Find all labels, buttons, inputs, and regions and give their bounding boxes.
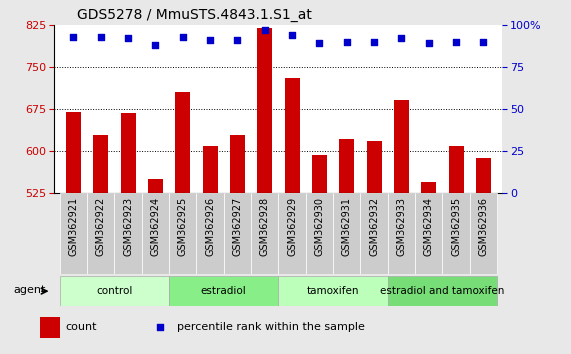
Bar bbox=[476, 158, 491, 193]
Text: GSM362925: GSM362925 bbox=[178, 197, 188, 256]
Bar bbox=[203, 147, 218, 193]
Point bbox=[69, 34, 78, 39]
Bar bbox=[87, 193, 114, 274]
Text: tamoxifen: tamoxifen bbox=[307, 286, 359, 296]
Bar bbox=[388, 193, 415, 274]
Bar bbox=[367, 141, 381, 193]
Point bbox=[342, 39, 351, 45]
Bar bbox=[60, 193, 87, 274]
Bar bbox=[443, 193, 470, 274]
Bar bbox=[421, 182, 436, 193]
Point bbox=[287, 32, 296, 38]
Bar bbox=[394, 101, 409, 193]
Point bbox=[123, 35, 132, 41]
Point bbox=[424, 40, 433, 46]
Bar bbox=[230, 135, 245, 193]
Bar bbox=[60, 276, 169, 306]
Text: GSM362929: GSM362929 bbox=[287, 197, 297, 256]
Bar bbox=[148, 179, 163, 193]
Bar bbox=[360, 193, 388, 274]
Text: GSM362928: GSM362928 bbox=[260, 197, 270, 256]
Text: GSM362932: GSM362932 bbox=[369, 197, 379, 256]
Bar bbox=[93, 135, 108, 193]
Text: GSM362934: GSM362934 bbox=[424, 197, 434, 256]
Bar bbox=[114, 193, 142, 274]
Bar bbox=[470, 193, 497, 274]
Point bbox=[397, 35, 406, 41]
Bar bbox=[175, 92, 190, 193]
Bar bbox=[339, 138, 354, 193]
Point bbox=[369, 39, 379, 45]
Text: count: count bbox=[66, 322, 97, 332]
Text: percentile rank within the sample: percentile rank within the sample bbox=[177, 322, 365, 332]
Text: GDS5278 / MmuSTS.4843.1.S1_at: GDS5278 / MmuSTS.4843.1.S1_at bbox=[77, 8, 312, 22]
Bar bbox=[257, 28, 272, 193]
Text: GSM362936: GSM362936 bbox=[478, 197, 488, 256]
Bar bbox=[279, 193, 305, 274]
Bar bbox=[142, 193, 169, 274]
Bar bbox=[448, 147, 464, 193]
Text: estradiol: estradiol bbox=[201, 286, 247, 296]
Text: GSM362926: GSM362926 bbox=[205, 197, 215, 256]
Bar bbox=[120, 113, 135, 193]
Text: estradiol and tamoxifen: estradiol and tamoxifen bbox=[380, 286, 505, 296]
Text: GSM362930: GSM362930 bbox=[315, 197, 324, 256]
Bar bbox=[279, 276, 388, 306]
Bar bbox=[312, 155, 327, 193]
Text: GSM362933: GSM362933 bbox=[396, 197, 407, 256]
Text: GSM362931: GSM362931 bbox=[341, 197, 352, 256]
Point bbox=[206, 37, 215, 43]
Point bbox=[96, 34, 105, 39]
Point bbox=[452, 39, 461, 45]
Bar bbox=[40, 317, 60, 338]
Text: GSM362935: GSM362935 bbox=[451, 197, 461, 256]
Point bbox=[260, 27, 270, 33]
Bar bbox=[251, 193, 279, 274]
Bar bbox=[284, 78, 300, 193]
Point bbox=[151, 42, 160, 48]
Text: GSM362924: GSM362924 bbox=[150, 197, 160, 256]
Point bbox=[233, 37, 242, 43]
Bar bbox=[169, 193, 196, 274]
Bar bbox=[169, 276, 279, 306]
Text: GSM362921: GSM362921 bbox=[69, 197, 78, 256]
Bar bbox=[415, 193, 443, 274]
Bar bbox=[196, 193, 224, 274]
Bar bbox=[66, 112, 81, 193]
Bar bbox=[388, 276, 497, 306]
Point bbox=[478, 39, 488, 45]
Text: GSM362927: GSM362927 bbox=[232, 197, 242, 256]
Text: GSM362922: GSM362922 bbox=[96, 197, 106, 256]
Bar bbox=[305, 193, 333, 274]
Text: control: control bbox=[96, 286, 132, 296]
Bar bbox=[333, 193, 360, 274]
Text: agent: agent bbox=[14, 285, 46, 295]
Text: GSM362923: GSM362923 bbox=[123, 197, 133, 256]
Point bbox=[178, 34, 187, 39]
Point bbox=[315, 40, 324, 46]
Bar bbox=[224, 193, 251, 274]
